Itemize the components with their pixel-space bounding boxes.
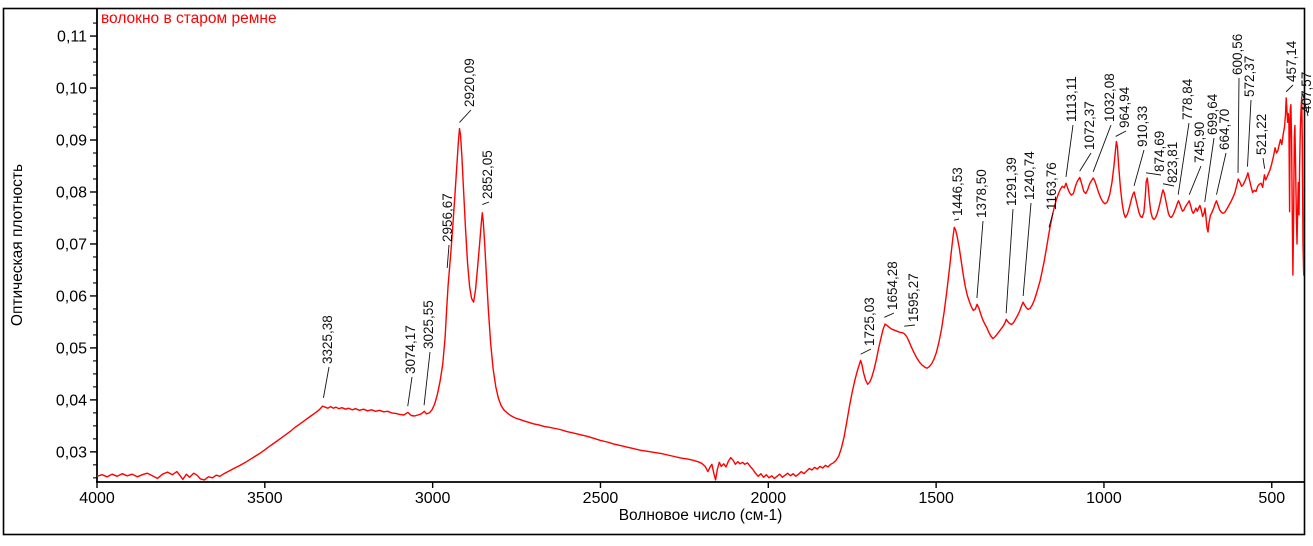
x-tick-label: 2500	[583, 490, 619, 507]
peak-leader-line	[1302, 93, 1309, 117]
peak-leader-line	[904, 324, 916, 327]
peak-leader-line	[884, 312, 895, 318]
y-tick-label: 0,10	[56, 81, 87, 98]
peak-label: 1595,27	[906, 273, 921, 322]
x-tick-label: 3500	[247, 490, 283, 507]
peak-leader-line	[482, 201, 490, 205]
peak-label: 1072,37	[1082, 101, 1097, 150]
peak-label: 1163,76	[1044, 162, 1059, 210]
peak-label: 1291,39	[1004, 157, 1019, 206]
spectrum-curve-group	[97, 96, 1304, 481]
y-tick-label: 0,05	[56, 340, 87, 357]
peak-label: 1113,11	[1064, 76, 1079, 122]
peak-label: 572,37	[1242, 56, 1257, 97]
peak-leader-line	[976, 220, 984, 299]
x-tick-label: 3000	[415, 490, 451, 507]
peak-label: 1032,08	[1102, 73, 1117, 122]
peak-label: 2956,67	[440, 193, 455, 242]
peak-label: 778,84	[1180, 78, 1195, 120]
peak-label: 1446,53	[950, 167, 965, 216]
x-tick-label: 1500	[918, 490, 954, 507]
peak-label: 1725,03	[862, 297, 877, 346]
peak-leader-line	[1065, 124, 1074, 178]
peak-leader-line	[1079, 152, 1092, 172]
peak-leader-line	[1237, 77, 1240, 173]
peak-label: 407,57	[1299, 72, 1313, 113]
peak-label: 457,14	[1284, 40, 1299, 82]
peak-leader-line	[1048, 212, 1054, 228]
peak-label: 910,33	[1135, 106, 1150, 147]
y-axis-title: Оптическая плотность	[9, 164, 26, 326]
x-tick-label: 1000	[1086, 490, 1122, 507]
peak-label: 1378,50	[974, 169, 989, 218]
x-tick-label: 2000	[751, 490, 787, 507]
peak-leader-line	[860, 348, 872, 355]
peak-leader-line	[1005, 208, 1014, 314]
spectrum-curve	[97, 96, 1304, 481]
peak-leader-line	[1145, 172, 1162, 176]
peak-label: 600,56	[1230, 34, 1245, 75]
chart-title: волокно в старом ремне	[101, 10, 277, 27]
peak-leader-line	[1216, 152, 1227, 195]
y-axis-ticks: 0,03 0,04 0,05 0,06 0,07 0,08 0,09 0,10 0,11	[56, 29, 97, 461]
peak-leader-line	[1162, 183, 1175, 187]
peak-label: 3325,38	[320, 315, 335, 364]
peak-label: 964,94	[1117, 86, 1132, 128]
peak-leader-line	[1022, 202, 1032, 297]
peak-leader-line	[1115, 130, 1127, 137]
peak-label: 874,69	[1152, 131, 1167, 172]
peak-label: 699,64	[1205, 93, 1220, 135]
peak-label: 745,90	[1192, 122, 1207, 163]
peak-leader-line	[407, 376, 413, 407]
peak-leader-line	[1247, 99, 1252, 167]
x-axis-title: Волновое число (см-1)	[619, 507, 783, 524]
y-tick-label: 0,03	[56, 444, 87, 461]
y-tick-label: 0,08	[56, 184, 87, 201]
peak-leader-line	[1188, 165, 1202, 195]
x-tick-label: 500	[1258, 490, 1285, 507]
x-tick-label: 4000	[79, 490, 115, 507]
y-tick-label: 0,04	[56, 392, 87, 409]
peak-label: 2920,09	[462, 58, 477, 107]
peak-leader-line	[1262, 157, 1266, 169]
peak-leader-line	[1177, 122, 1190, 195]
peak-leader-line	[1133, 149, 1145, 186]
y-tick-label: 0,06	[56, 288, 87, 305]
peak-label: 1240,74	[1022, 151, 1037, 200]
peak-label: 521,22	[1254, 114, 1269, 155]
peak-label: 2852,05	[480, 150, 495, 199]
y-tick-label: 0,11	[57, 29, 87, 46]
peak-label: 664,70	[1217, 109, 1232, 150]
peak-leader-line	[1285, 84, 1294, 93]
x-axis-ticks: 4000 3500 3000 2500 2000 1500 1000 500	[79, 482, 1285, 507]
peak-leader-line	[1092, 124, 1112, 172]
peak-label: 1654,28	[885, 261, 900, 310]
peak-label: 3025,55	[421, 300, 436, 349]
peak-leader-line	[459, 109, 472, 123]
peak-label: 3074,17	[403, 325, 418, 374]
y-tick-label: 0,09	[56, 133, 87, 150]
peak-leader-line	[423, 351, 431, 406]
peak-leader-line	[446, 244, 450, 268]
y-tick-label: 0,07	[56, 236, 87, 253]
peak-leader-line	[322, 366, 330, 398]
peak-label: 823,81	[1165, 142, 1180, 183]
peak-leader-line	[1204, 137, 1215, 203]
figure-border	[2, 7, 1306, 536]
peak-leader-line	[953, 218, 960, 221]
